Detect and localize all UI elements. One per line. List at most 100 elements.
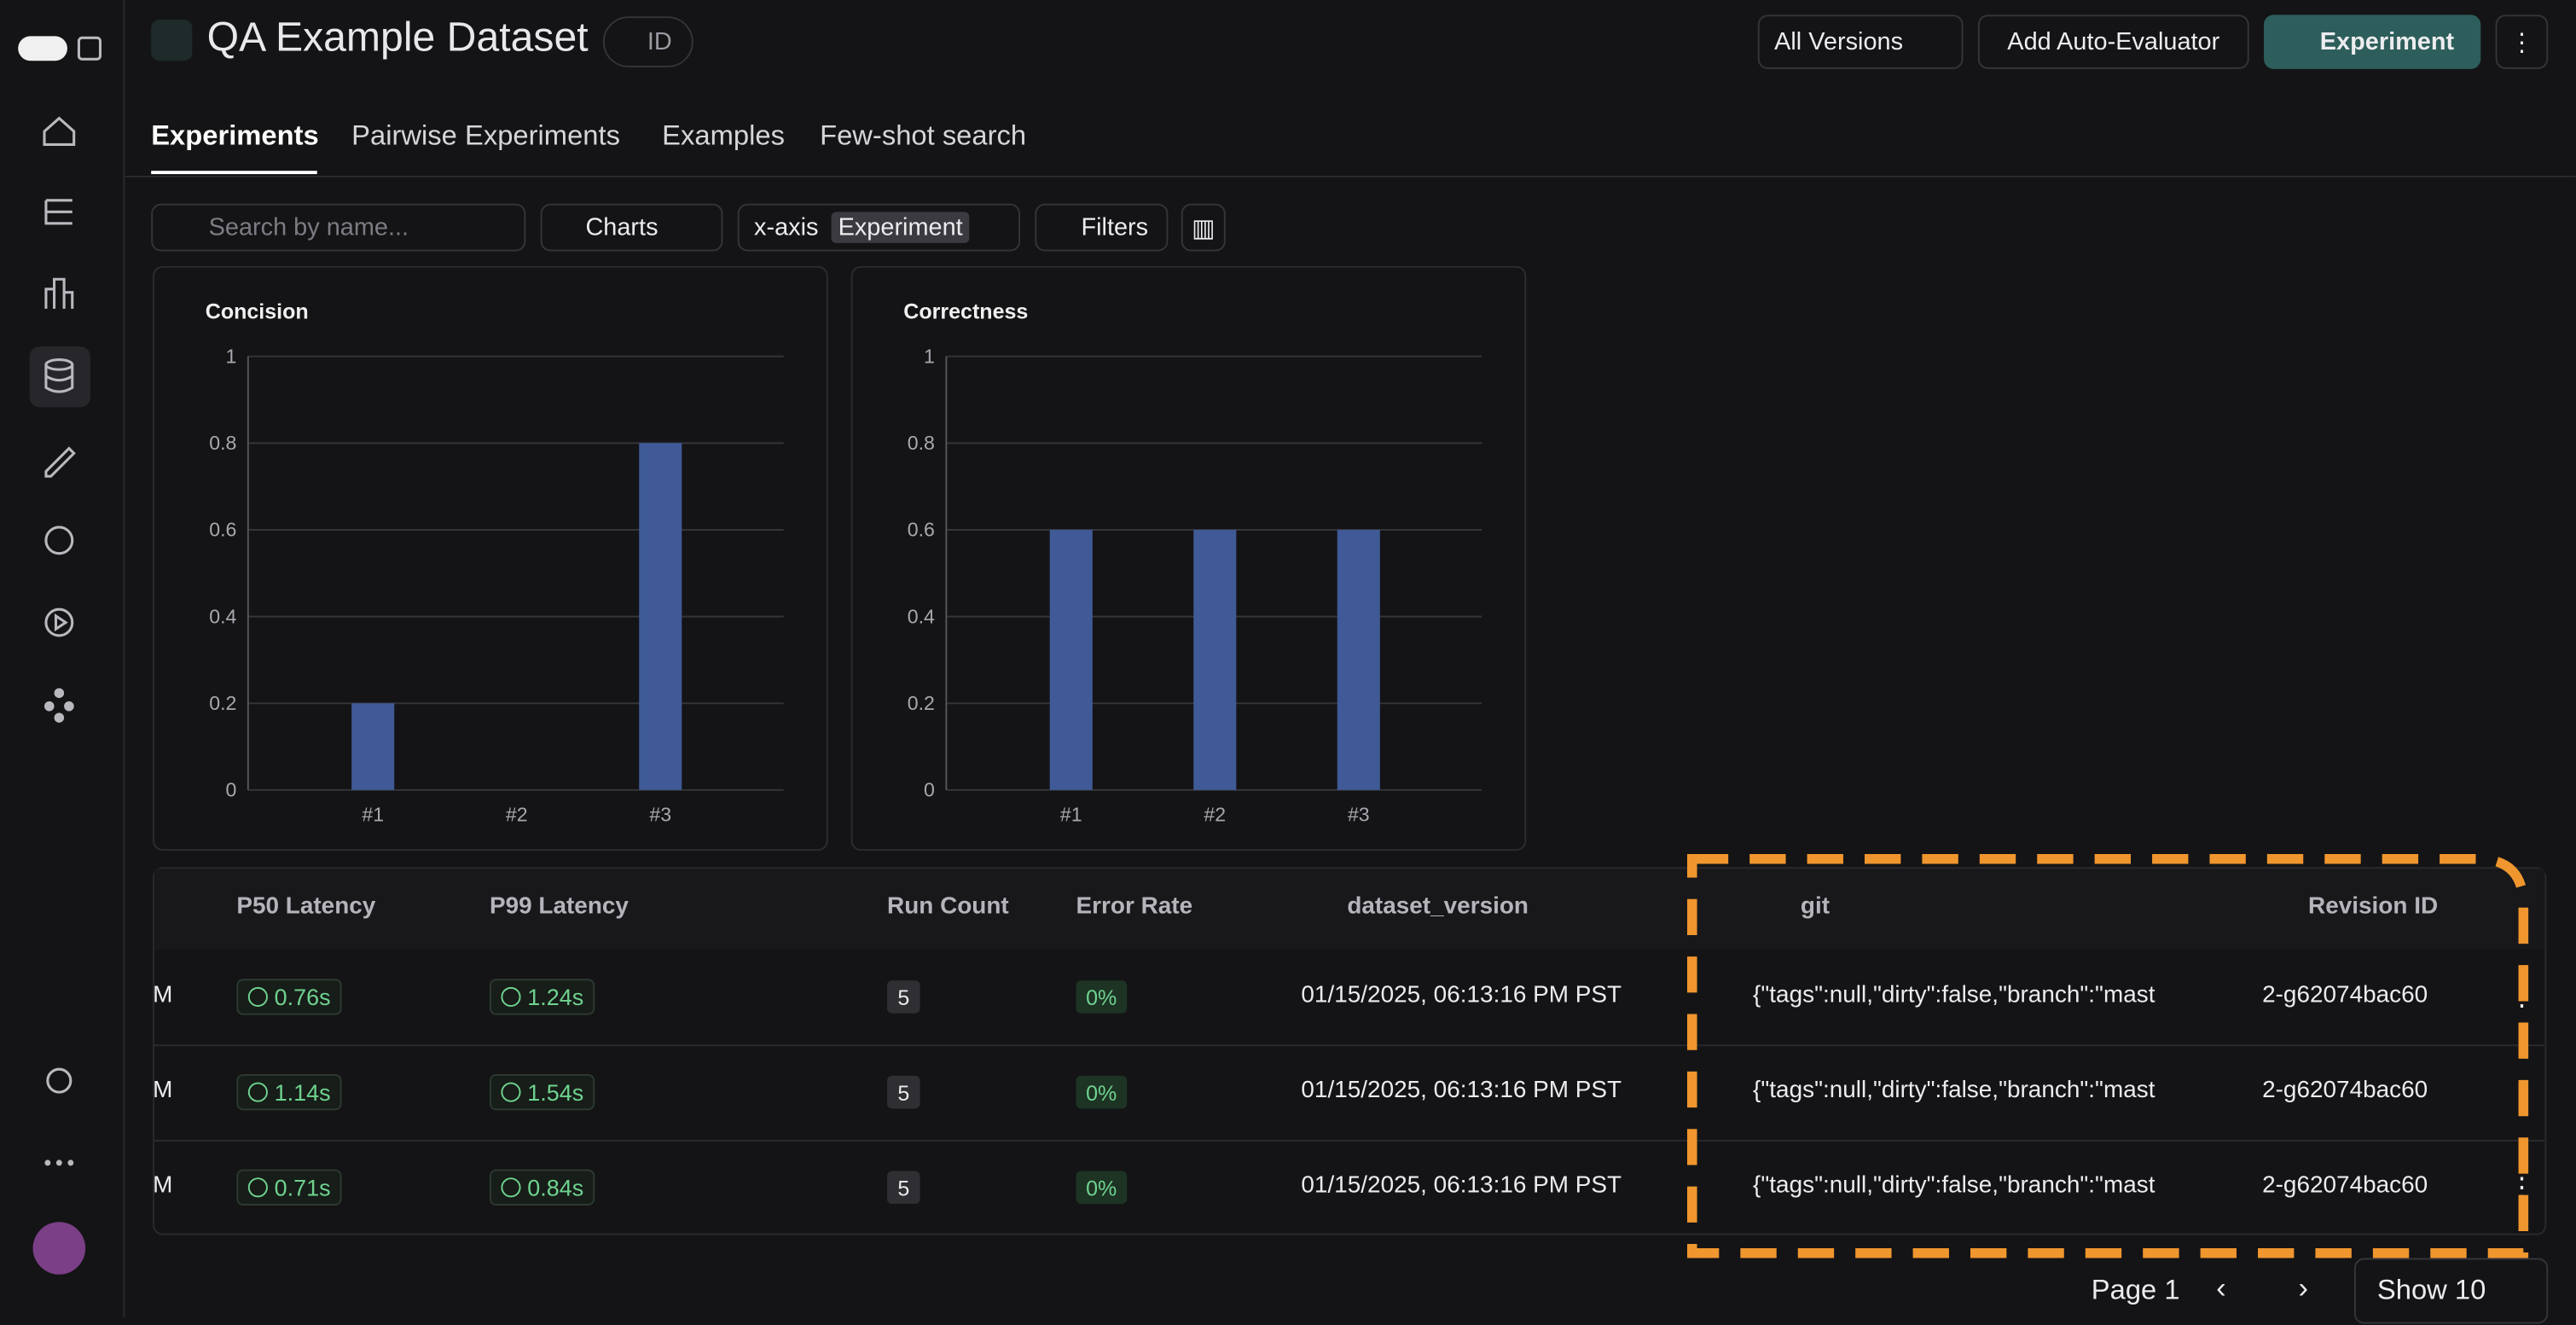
column-header[interactable]: Run Count: [887, 893, 1009, 920]
y-tick-label: 0.2: [908, 692, 935, 714]
y-tick-label: 0: [225, 779, 236, 801]
tab[interactable]: Examples: [662, 119, 785, 152]
column-header[interactable]: P50 Latency: [236, 893, 376, 920]
table-cell: 0%: [1076, 1171, 1127, 1205]
tab[interactable]: Pairwise Experiments: [351, 119, 620, 152]
divider: [125, 175, 2576, 177]
highlight-box: [1687, 853, 2529, 1258]
table-cell: 2-g62074bac60: [2262, 1077, 2428, 1104]
table-cell: 01/15/2025, 06:13:16 PM PST: [1301, 1077, 1622, 1104]
clock-icon: [501, 986, 521, 1008]
page-indicator: Page 1: [2091, 1274, 2180, 1306]
bar: [639, 443, 682, 790]
table-cell: 2-g62074bac60: [2262, 1172, 2428, 1200]
sidebar: [0, 0, 125, 1317]
x-tick-label: #2: [506, 804, 528, 826]
table-cell: 01/15/2025, 06:13:16 PM PST: [1301, 1172, 1622, 1200]
column-header[interactable]: git: [1800, 893, 1830, 920]
x-axis-label: x-axis: [754, 213, 819, 241]
tab[interactable]: Few-shot search: [820, 119, 1027, 152]
x-axis-dropdown[interactable]: x-axis Experiment: [737, 203, 1021, 252]
clock-icon: [501, 1082, 521, 1102]
table-header: [154, 869, 2545, 950]
y-tick-label: 0.8: [908, 432, 935, 454]
tab-indicator: [151, 171, 317, 175]
charts-dropdown[interactable]: Charts: [540, 203, 723, 252]
row-divider: [154, 1044, 2545, 1047]
auto-evaluator-button[interactable]: Add Auto-Evaluator: [1977, 15, 2249, 69]
columns-button[interactable]: ▥: [1181, 203, 1226, 252]
table-cell: 2-g62074bac60: [2262, 982, 2428, 1008]
prev-page[interactable]: ‹: [2216, 1270, 2226, 1305]
y-tick-label: 0.4: [209, 605, 236, 627]
y-tick-label: 1: [924, 345, 935, 367]
table-cell: 0.76s: [236, 979, 343, 1015]
more-button[interactable]: ⋮: [2495, 15, 2549, 69]
x-tick-label: #3: [1348, 804, 1370, 826]
x-tick-label: #3: [649, 804, 671, 826]
dataset-icon: [151, 20, 193, 61]
y-tick-label: 0.6: [908, 519, 935, 541]
bar: [1193, 530, 1237, 790]
table-cell: 0%: [1076, 1075, 1127, 1109]
id-button[interactable]: ID: [602, 16, 693, 67]
sidebar-icons: [18, 36, 102, 1275]
x-tick-label: #2: [1204, 804, 1226, 826]
column-header[interactable]: P99 Latency: [489, 893, 629, 920]
table-cell: M: [153, 1172, 173, 1200]
y-tick-label: 0.2: [209, 692, 236, 714]
y-tick-label: 1: [225, 345, 236, 367]
table-cell: 5: [887, 980, 920, 1014]
column-header[interactable]: dataset_version: [1347, 893, 1529, 920]
table-cell: 5: [887, 1171, 920, 1205]
bar: [1337, 530, 1380, 790]
table-cell: 0%: [1076, 980, 1127, 1014]
table: [153, 867, 2547, 1235]
chart-card: Concision 0 0.2 0.4 0.6 0.8 1 #1 #2 #3: [153, 265, 828, 851]
column-header[interactable]: Error Rate: [1076, 893, 1193, 920]
x-axis-value: Experiment: [831, 212, 970, 243]
table-cell: 5: [887, 1075, 920, 1109]
clock-icon: [247, 1082, 268, 1102]
row-divider: [154, 1139, 2545, 1142]
table-cell: 1.14s: [236, 1073, 343, 1111]
bar: [1049, 530, 1093, 790]
x-tick-label: #1: [362, 804, 384, 826]
new-experiment-button[interactable]: Experiment: [2264, 15, 2481, 69]
chart: Concision 0 0.2 0.4 0.6 0.8 1 #1 #2 #3: [206, 299, 784, 826]
search-input[interactable]: Search by name...: [151, 203, 526, 252]
table-cell: {"tags":null,"dirty":false,"branch":"mas…: [1753, 982, 2155, 1008]
next-page[interactable]: ›: [2298, 1270, 2309, 1305]
table-cell: 1.24s: [489, 979, 595, 1015]
versions-dropdown[interactable]: All Versions: [1757, 15, 1964, 69]
table-cell: 01/15/2025, 06:13:16 PM PST: [1301, 982, 1622, 1008]
y-tick-label: 0.8: [209, 432, 236, 454]
y-tick-label: 0.6: [209, 519, 236, 541]
y-tick-label: 0.4: [908, 605, 935, 627]
clock-icon: [247, 1177, 268, 1198]
tab[interactable]: Experiments: [151, 119, 319, 152]
table-cell: {"tags":null,"dirty":false,"branch":"mas…: [1753, 1077, 2155, 1104]
filters-button[interactable]: Filters: [1035, 203, 1169, 252]
page-title: QA Example Dataset: [206, 15, 589, 61]
page-size[interactable]: Show 10: [2353, 1258, 2549, 1324]
column-header[interactable]: Revision ID: [2308, 893, 2439, 920]
chart: Correctness 0 0.2 0.4 0.6 0.8 1 #1 #2 #3: [903, 299, 1482, 826]
chart-card: Correctness 0 0.2 0.4 0.6 0.8 1 #1 #2 #3: [850, 265, 1527, 851]
table-cell: {"tags":null,"dirty":false,"branch":"mas…: [1753, 1172, 2155, 1200]
x-tick-label: #1: [1060, 804, 1082, 826]
bar: [351, 703, 395, 790]
clock-icon: [247, 986, 268, 1008]
table-cell: M: [153, 1077, 173, 1104]
y-tick-label: 0: [924, 779, 935, 801]
table-cell: 0.84s: [489, 1169, 595, 1206]
table-cell: 1.54s: [489, 1073, 595, 1111]
chart-title: Correctness: [903, 299, 1028, 323]
chart-title: Concision: [206, 299, 309, 323]
table-cell: 0.71s: [236, 1169, 343, 1206]
table-cell: M: [153, 982, 173, 1008]
clock-icon: [501, 1177, 521, 1198]
